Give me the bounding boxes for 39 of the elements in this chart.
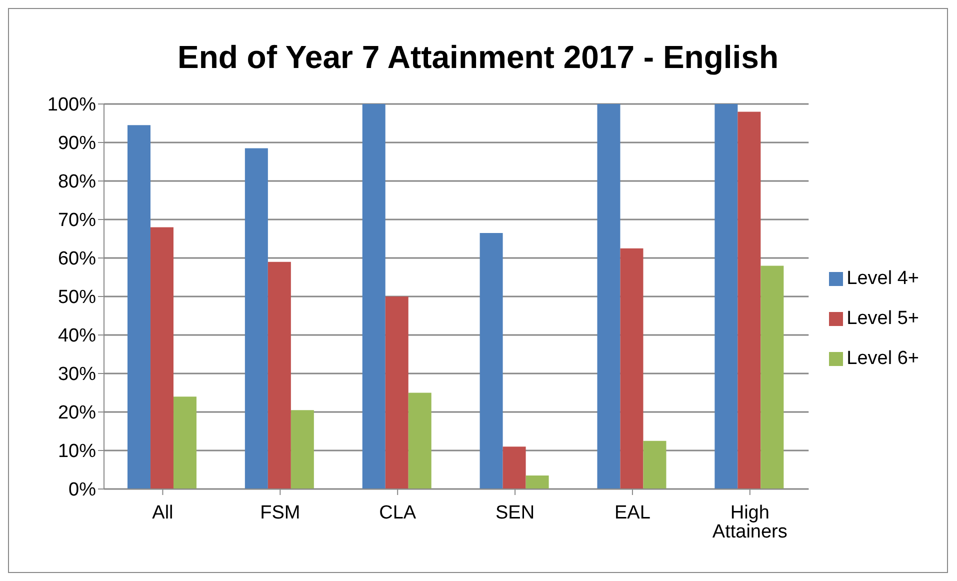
bar	[620, 248, 644, 489]
bar	[714, 104, 738, 489]
bar	[173, 396, 196, 489]
y-tick-label: 70%	[58, 210, 96, 232]
bar	[362, 104, 386, 489]
legend-label: Level 5+	[846, 308, 919, 329]
bar	[597, 104, 620, 489]
bar	[385, 296, 408, 489]
x-tick-label: FSM	[260, 502, 300, 524]
bar	[150, 227, 174, 489]
bar	[480, 232, 503, 489]
y-tick-label: 0%	[68, 480, 96, 501]
bar	[244, 148, 268, 489]
legend-label: Level 4+	[846, 268, 919, 289]
x-tick-label: High Attainers	[712, 502, 788, 542]
y-tick-label: 80%	[58, 172, 96, 193]
x-tick-label: All	[152, 502, 174, 524]
bar	[290, 410, 314, 489]
bar	[408, 392, 432, 489]
y-tick-label: 50%	[58, 287, 96, 308]
legend-label: Level 6+	[846, 348, 919, 369]
y-tick-label: 20%	[58, 402, 96, 424]
bar	[760, 266, 784, 489]
y-tick-label: 60%	[58, 248, 96, 270]
bar	[268, 262, 291, 489]
y-tick-label: 90%	[58, 133, 96, 154]
bar	[502, 446, 526, 489]
x-tick-label: SEN	[495, 502, 535, 524]
x-tick-label: CLA	[379, 502, 416, 524]
y-tick-label: 100%	[47, 94, 96, 116]
bar	[643, 440, 666, 489]
y-tick-label: 10%	[58, 441, 96, 462]
bar	[738, 112, 761, 489]
bar	[526, 476, 549, 489]
bar	[127, 125, 150, 489]
chart-title: End of Year 7 Attainment 2017 - English	[176, 38, 780, 77]
y-tick-label: 40%	[58, 326, 96, 347]
x-tick-label: EAL	[614, 502, 650, 524]
y-tick-label: 30%	[58, 364, 96, 386]
